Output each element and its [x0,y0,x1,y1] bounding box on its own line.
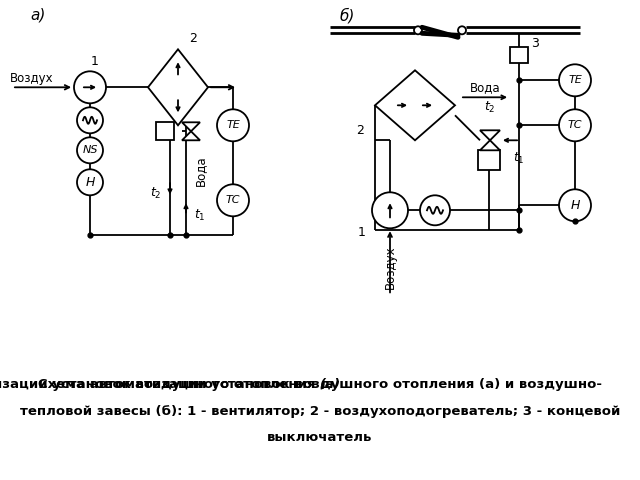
Text: Вода: Вода [470,81,500,94]
Polygon shape [375,70,455,140]
Text: TE: TE [568,75,582,85]
Circle shape [559,64,591,96]
Circle shape [458,26,466,34]
Text: Вода: Вода [193,155,207,186]
Text: а): а) [30,8,45,23]
Circle shape [420,195,450,225]
Circle shape [77,137,103,163]
Text: 1: 1 [91,55,99,68]
Circle shape [217,184,249,216]
Text: NS: NS [83,145,98,156]
Text: б): б) [340,8,355,23]
Circle shape [217,109,249,141]
Text: Воздух: Воздух [383,245,397,289]
Text: 3: 3 [531,37,539,50]
Text: Схема автоматизации установок воздушного отопления: Схема автоматизации установок воздушного… [0,378,320,391]
Circle shape [372,192,408,228]
Text: H: H [570,199,580,212]
Text: тепловой завесы (б): 1 - вентилятор; 2 - воздухоподогреватель; 3 - концевой: тепловой завесы (б): 1 - вентилятор; 2 -… [20,405,620,418]
Polygon shape [480,130,500,140]
Bar [156,122,174,140]
Polygon shape [480,140,500,150]
Polygon shape [148,49,208,125]
Text: 2: 2 [189,32,197,45]
Circle shape [74,72,106,103]
Circle shape [414,26,422,34]
Text: TC: TC [226,195,240,205]
Text: TE: TE [226,120,240,130]
Bar [478,150,500,170]
Text: $t_1$: $t_1$ [194,208,205,223]
Text: TC: TC [568,120,582,130]
Circle shape [77,169,103,195]
Text: 2: 2 [356,124,364,137]
Text: Схема автоматизации установок воздушного отопления (а) и воздушно-: Схема автоматизации установок воздушного… [38,378,602,391]
Text: H: H [85,176,95,189]
Text: $t_1$: $t_1$ [513,151,525,166]
Bar [510,48,528,63]
Polygon shape [182,122,200,132]
Text: $t_2$: $t_2$ [150,186,162,201]
Text: выключатель: выключатель [268,432,372,444]
Text: 1: 1 [358,226,366,239]
Circle shape [559,189,591,221]
Text: Воздух: Воздух [10,72,54,85]
Text: (а): (а) [320,378,341,391]
Text: $t_2$: $t_2$ [484,100,496,115]
Circle shape [559,109,591,141]
Polygon shape [182,132,200,140]
Circle shape [77,108,103,133]
